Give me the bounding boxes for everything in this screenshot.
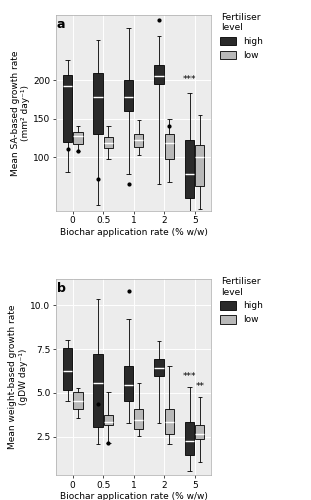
Bar <box>94 354 103 427</box>
Bar <box>155 65 164 84</box>
Bar <box>104 414 113 425</box>
Bar <box>104 137 113 148</box>
Text: b: b <box>57 282 66 296</box>
Bar <box>63 75 72 142</box>
Y-axis label: Mean weight-based growth rate
(gDW day⁻¹): Mean weight-based growth rate (gDW day⁻¹… <box>8 305 27 450</box>
Bar <box>165 410 174 434</box>
Bar <box>155 359 164 376</box>
X-axis label: Biochar application rate (% w/w): Biochar application rate (% w/w) <box>60 228 208 237</box>
Legend: high, low: high, low <box>218 11 265 62</box>
Legend: high, low: high, low <box>218 276 265 326</box>
Bar <box>124 366 133 400</box>
Text: a: a <box>57 18 65 32</box>
Bar <box>185 140 194 198</box>
Text: **: ** <box>195 382 204 391</box>
Bar <box>73 132 82 144</box>
Bar <box>134 134 143 147</box>
Text: ***: *** <box>183 372 196 380</box>
Bar <box>63 348 72 390</box>
Bar <box>134 410 143 428</box>
Bar <box>195 425 204 439</box>
Bar <box>185 422 194 455</box>
Y-axis label: Mean SA-based growth rate
(mm² day⁻¹): Mean SA-based growth rate (mm² day⁻¹) <box>11 50 30 176</box>
Bar <box>124 80 133 111</box>
X-axis label: Biochar application rate (% w/w): Biochar application rate (% w/w) <box>60 492 208 500</box>
Bar <box>165 134 174 160</box>
Bar <box>94 72 103 134</box>
Bar <box>73 392 82 409</box>
Bar <box>195 146 204 186</box>
Text: ***: *** <box>183 75 196 84</box>
